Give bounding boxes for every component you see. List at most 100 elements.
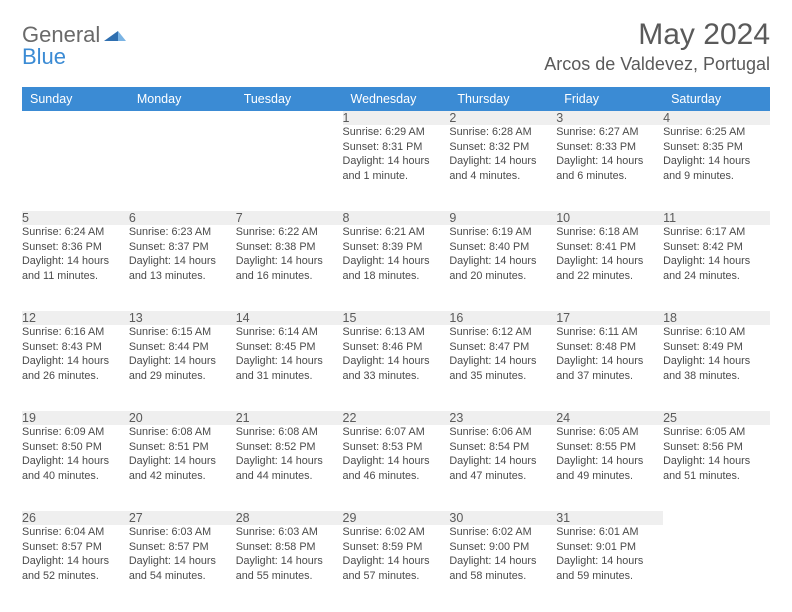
day-cell: Sunrise: 6:02 AMSunset: 8:59 PMDaylight:… <box>343 525 450 611</box>
daylight-line: Daylight: 14 hours and 22 minutes. <box>556 254 663 283</box>
weekday-header-row: Sunday Monday Tuesday Wednesday Thursday… <box>22 87 770 111</box>
title-block: May 2024 Arcos de Valdevez, Portugal <box>544 18 770 75</box>
day-cell: Sunrise: 6:18 AMSunset: 8:41 PMDaylight:… <box>556 225 663 311</box>
daylight-line: Daylight: 14 hours and 35 minutes. <box>449 354 556 383</box>
day-number: 11 <box>663 211 770 225</box>
day-cell <box>663 525 770 611</box>
sunrise-line: Sunrise: 6:24 AM <box>22 225 129 240</box>
daylight-line: Daylight: 14 hours and 47 minutes. <box>449 454 556 483</box>
day-cell: Sunrise: 6:11 AMSunset: 8:48 PMDaylight:… <box>556 325 663 411</box>
day-cell: Sunrise: 6:08 AMSunset: 8:52 PMDaylight:… <box>236 425 343 511</box>
daylight-line: Daylight: 14 hours and 33 minutes. <box>343 354 450 383</box>
day-cell: Sunrise: 6:08 AMSunset: 8:51 PMDaylight:… <box>129 425 236 511</box>
day-number: 25 <box>663 411 770 425</box>
day-number: 20 <box>129 411 236 425</box>
sunrise-line: Sunrise: 6:19 AM <box>449 225 556 240</box>
sunset-line: Sunset: 8:35 PM <box>663 140 770 155</box>
day-number <box>22 111 129 125</box>
sunset-line: Sunset: 8:41 PM <box>556 240 663 255</box>
day-number: 28 <box>236 511 343 525</box>
sunrise-line: Sunrise: 6:02 AM <box>343 525 450 540</box>
weekday-tue: Tuesday <box>236 87 343 111</box>
day-cell: Sunrise: 6:16 AMSunset: 8:43 PMDaylight:… <box>22 325 129 411</box>
day-number: 24 <box>556 411 663 425</box>
sunrise-line: Sunrise: 6:03 AM <box>236 525 343 540</box>
weekday-sat: Saturday <box>663 87 770 111</box>
sunrise-line: Sunrise: 6:05 AM <box>663 425 770 440</box>
calendar-table: Sunday Monday Tuesday Wednesday Thursday… <box>22 87 770 611</box>
weekday-wed: Wednesday <box>343 87 450 111</box>
sunset-line: Sunset: 8:45 PM <box>236 340 343 355</box>
daylight-line: Daylight: 14 hours and 38 minutes. <box>663 354 770 383</box>
sunset-line: Sunset: 8:49 PM <box>663 340 770 355</box>
day-number: 15 <box>343 311 450 325</box>
sunset-line: Sunset: 9:00 PM <box>449 540 556 555</box>
weekday-mon: Monday <box>129 87 236 111</box>
sunset-line: Sunset: 8:36 PM <box>22 240 129 255</box>
sunrise-line: Sunrise: 6:14 AM <box>236 325 343 340</box>
sunrise-line: Sunrise: 6:03 AM <box>129 525 236 540</box>
daylight-line: Daylight: 14 hours and 58 minutes. <box>449 554 556 583</box>
sunrise-line: Sunrise: 6:17 AM <box>663 225 770 240</box>
day-number: 22 <box>343 411 450 425</box>
day-cell: Sunrise: 6:05 AMSunset: 8:55 PMDaylight:… <box>556 425 663 511</box>
sunrise-line: Sunrise: 6:09 AM <box>22 425 129 440</box>
day-number <box>129 111 236 125</box>
daylight-line: Daylight: 14 hours and 49 minutes. <box>556 454 663 483</box>
daynum-row: 567891011 <box>22 211 770 225</box>
sunrise-line: Sunrise: 6:10 AM <box>663 325 770 340</box>
day-cell: Sunrise: 6:25 AMSunset: 8:35 PMDaylight:… <box>663 125 770 211</box>
day-number: 7 <box>236 211 343 225</box>
day-cell: Sunrise: 6:06 AMSunset: 8:54 PMDaylight:… <box>449 425 556 511</box>
sunrise-line: Sunrise: 6:08 AM <box>236 425 343 440</box>
sunrise-line: Sunrise: 6:28 AM <box>449 125 556 140</box>
day-number: 19 <box>22 411 129 425</box>
day-number: 2 <box>449 111 556 125</box>
day-cell: Sunrise: 6:14 AMSunset: 8:45 PMDaylight:… <box>236 325 343 411</box>
sunset-line: Sunset: 8:52 PM <box>236 440 343 455</box>
sunrise-line: Sunrise: 6:22 AM <box>236 225 343 240</box>
day-cell: Sunrise: 6:29 AMSunset: 8:31 PMDaylight:… <box>343 125 450 211</box>
daylight-line: Daylight: 14 hours and 29 minutes. <box>129 354 236 383</box>
sunrise-line: Sunrise: 6:11 AM <box>556 325 663 340</box>
day-number <box>236 111 343 125</box>
page-header: General Blue May 2024 Arcos de Valdevez,… <box>22 18 770 75</box>
daylight-line: Daylight: 14 hours and 26 minutes. <box>22 354 129 383</box>
day-cell: Sunrise: 6:03 AMSunset: 8:58 PMDaylight:… <box>236 525 343 611</box>
sunset-line: Sunset: 8:43 PM <box>22 340 129 355</box>
sunset-line: Sunset: 8:44 PM <box>129 340 236 355</box>
daylight-line: Daylight: 14 hours and 31 minutes. <box>236 354 343 383</box>
day-cell: Sunrise: 6:09 AMSunset: 8:50 PMDaylight:… <box>22 425 129 511</box>
day-number: 16 <box>449 311 556 325</box>
daylight-line: Daylight: 14 hours and 44 minutes. <box>236 454 343 483</box>
weekday-thu: Thursday <box>449 87 556 111</box>
sunrise-line: Sunrise: 6:05 AM <box>556 425 663 440</box>
sunrise-line: Sunrise: 6:25 AM <box>663 125 770 140</box>
day-number: 10 <box>556 211 663 225</box>
sunrise-line: Sunrise: 6:13 AM <box>343 325 450 340</box>
location-label: Arcos de Valdevez, Portugal <box>544 54 770 75</box>
day-number: 31 <box>556 511 663 525</box>
day-number: 6 <box>129 211 236 225</box>
daylight-line: Daylight: 14 hours and 13 minutes. <box>129 254 236 283</box>
sunset-line: Sunset: 8:38 PM <box>236 240 343 255</box>
day-number: 1 <box>343 111 450 125</box>
daylight-line: Daylight: 14 hours and 54 minutes. <box>129 554 236 583</box>
sunset-line: Sunset: 8:58 PM <box>236 540 343 555</box>
sunrise-line: Sunrise: 6:23 AM <box>129 225 236 240</box>
sunrise-line: Sunrise: 6:06 AM <box>449 425 556 440</box>
day-number: 27 <box>129 511 236 525</box>
day-cell: Sunrise: 6:13 AMSunset: 8:46 PMDaylight:… <box>343 325 450 411</box>
sunset-line: Sunset: 9:01 PM <box>556 540 663 555</box>
day-details-row: Sunrise: 6:16 AMSunset: 8:43 PMDaylight:… <box>22 325 770 411</box>
sunrise-line: Sunrise: 6:12 AM <box>449 325 556 340</box>
day-cell: Sunrise: 6:01 AMSunset: 9:01 PMDaylight:… <box>556 525 663 611</box>
sunrise-line: Sunrise: 6:01 AM <box>556 525 663 540</box>
sunrise-line: Sunrise: 6:15 AM <box>129 325 236 340</box>
weekday-fri: Friday <box>556 87 663 111</box>
day-cell: Sunrise: 6:03 AMSunset: 8:57 PMDaylight:… <box>129 525 236 611</box>
daynum-row: 1234 <box>22 111 770 125</box>
daylight-line: Daylight: 14 hours and 11 minutes. <box>22 254 129 283</box>
daylight-line: Daylight: 14 hours and 55 minutes. <box>236 554 343 583</box>
sunset-line: Sunset: 8:32 PM <box>449 140 556 155</box>
